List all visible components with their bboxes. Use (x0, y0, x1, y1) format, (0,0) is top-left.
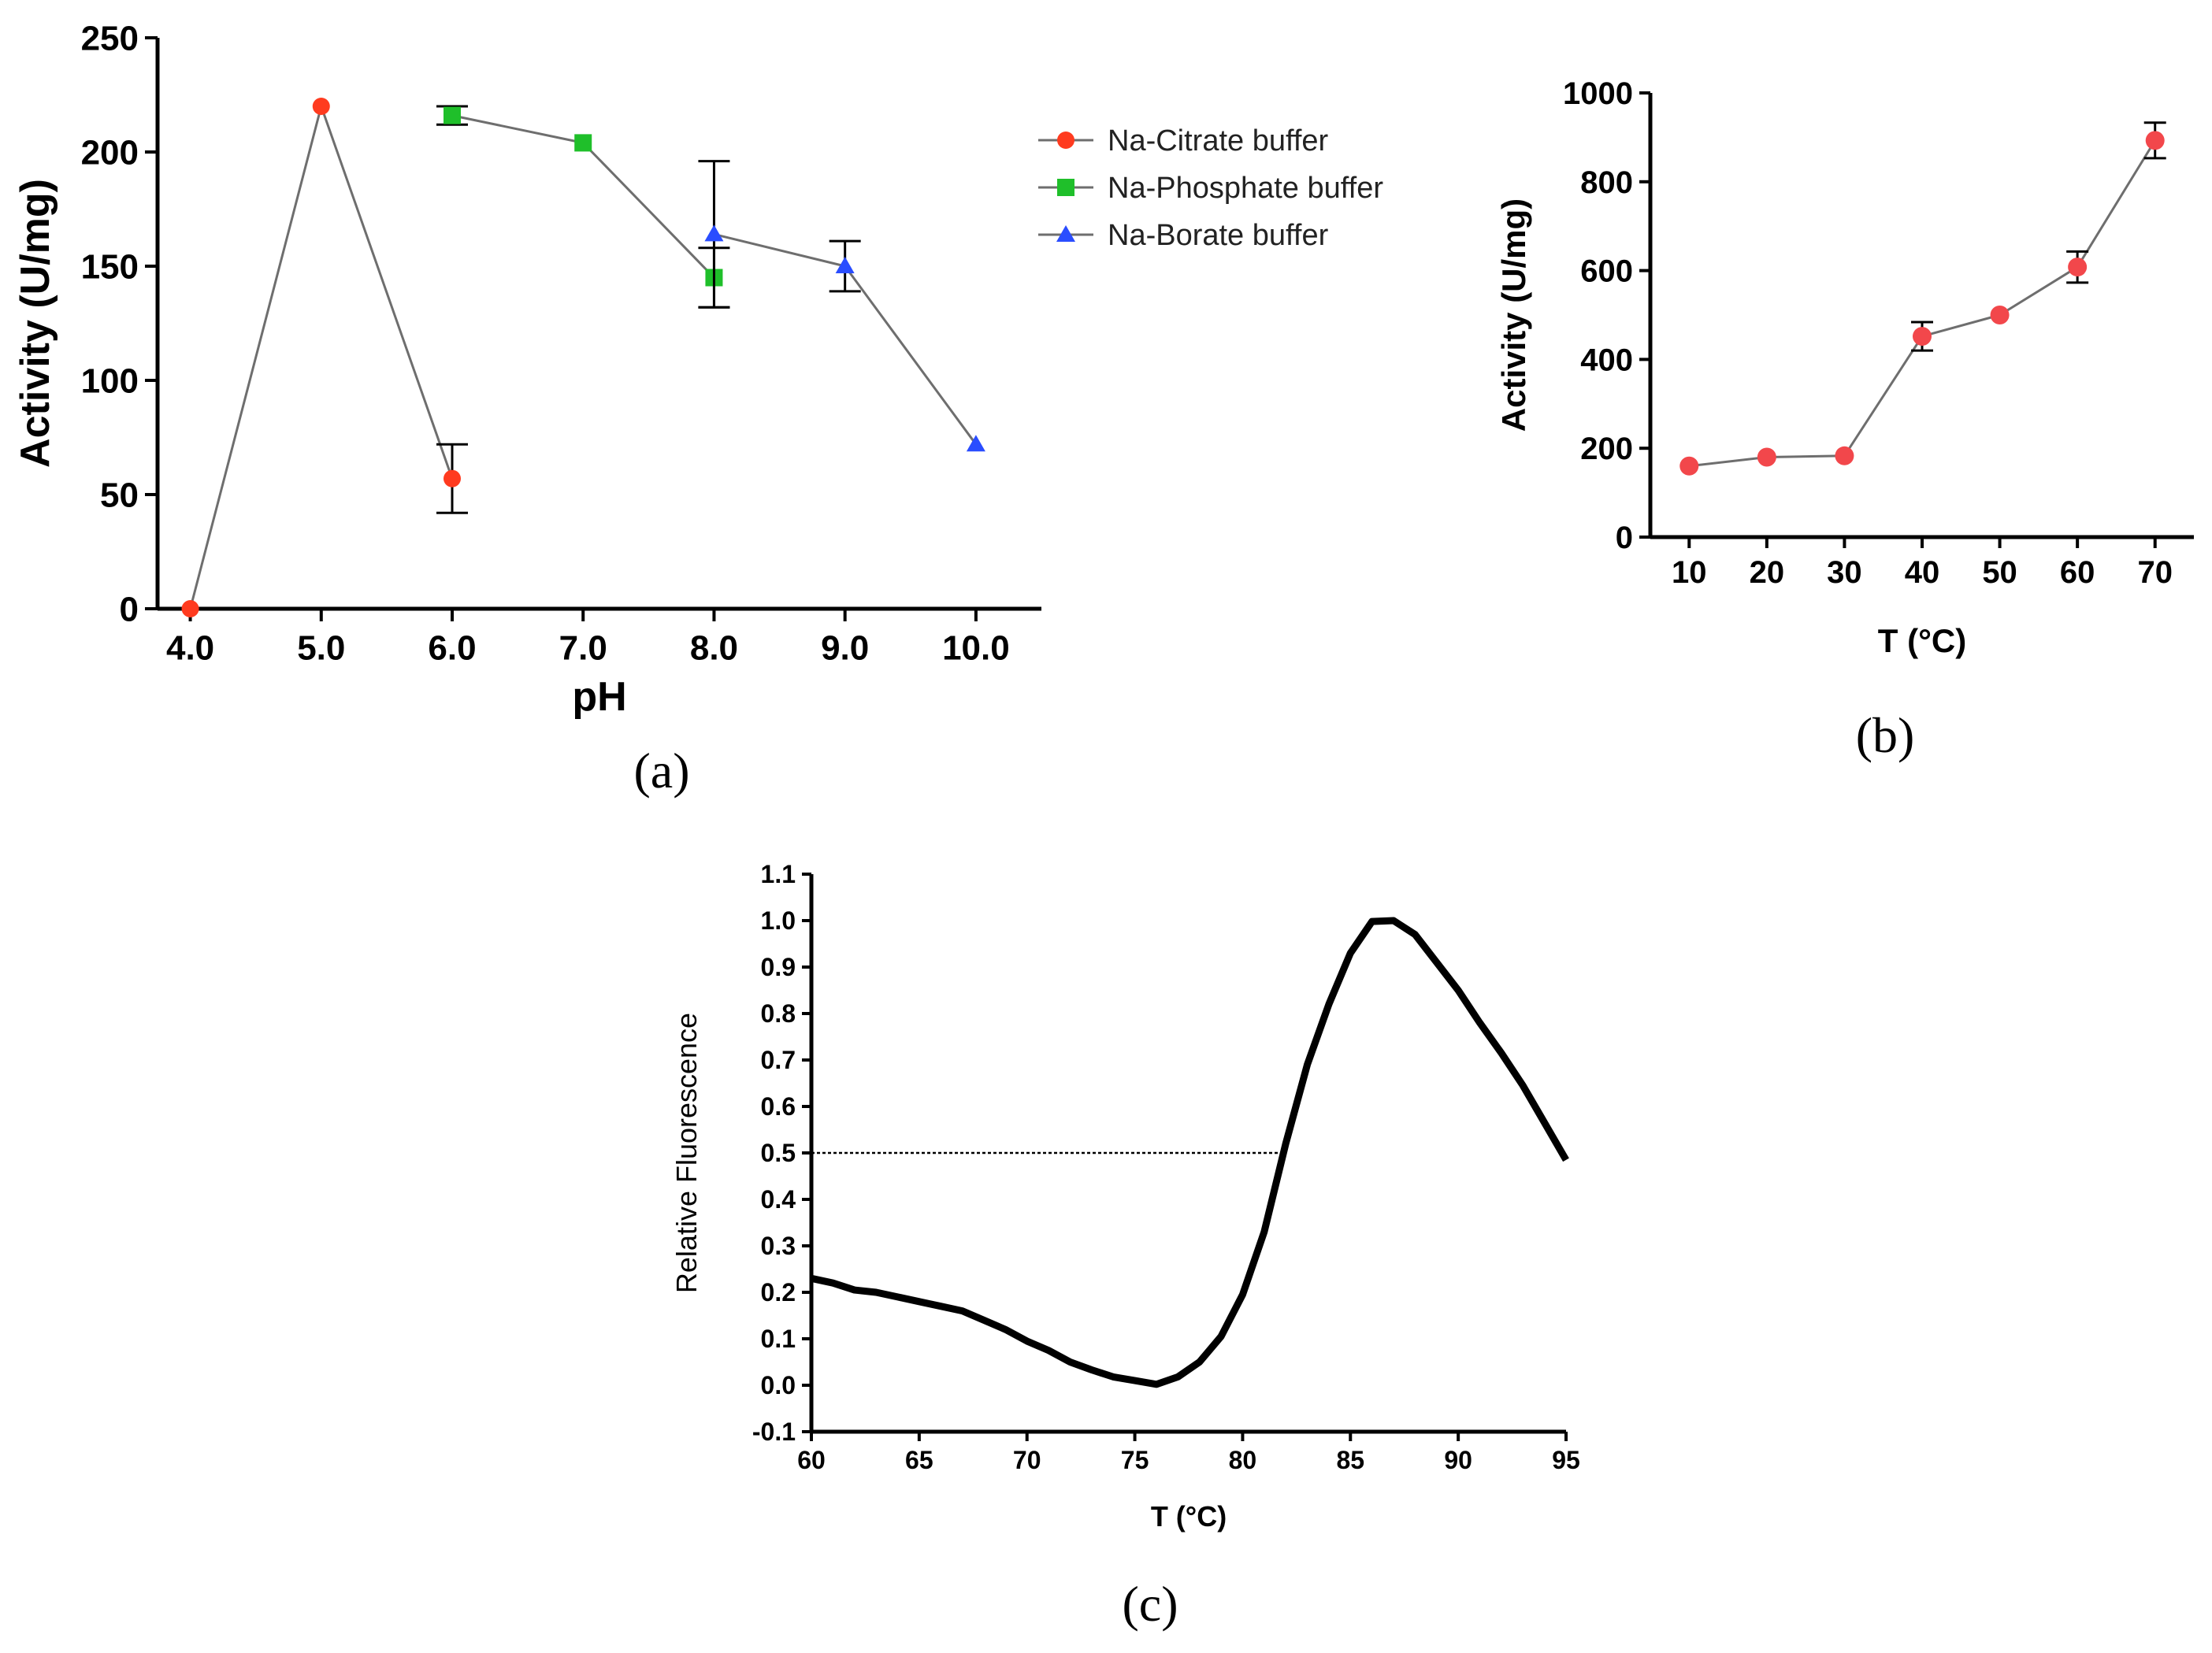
y-tick-label: -0.1 (752, 1418, 796, 1446)
x-tick-label: 9.0 (821, 628, 869, 667)
x-tick-label: 7.0 (559, 628, 607, 667)
x-tick-label: 60 (797, 1446, 826, 1474)
legend-marker (1057, 132, 1074, 149)
y-tick-label: 50 (100, 476, 139, 514)
x-tick-label: 4.0 (166, 628, 214, 667)
series-line (189, 105, 454, 610)
data-point (2068, 258, 2088, 277)
y-tick-label: 150 (81, 247, 139, 286)
y-tick-label: 0.2 (761, 1278, 796, 1306)
y-axis-title: Activity (U/mg) (1495, 198, 1532, 432)
series-na-borate-buffer (698, 160, 985, 452)
legend-marker (1057, 179, 1074, 196)
data-point (181, 600, 199, 617)
legend-label: Na-Phosphate buffer (1108, 172, 1383, 205)
panel-a-activity-vs-ph: 0 50 100 150 200 250 4.0 5.0 6.0 7.0 8.0 9.0 10.0 pH A… (13, 19, 1383, 799)
x-axis-title: pH (572, 674, 626, 720)
y-tick-label: 0.7 (761, 1046, 796, 1074)
series-melt-curve (811, 917, 1569, 1388)
x-tick-label: 85 (1336, 1446, 1364, 1474)
legend-item: Na-Borate buffer (1038, 219, 1329, 252)
y-tick-label: 0 (120, 590, 139, 628)
data-point (1679, 456, 1699, 476)
data-point (444, 106, 461, 124)
x-tick-label: 30 (1827, 555, 1862, 590)
y-tick-label: 0 (1616, 521, 1633, 555)
y-tick-label: 250 (81, 19, 139, 57)
y-tick-label: 200 (1580, 432, 1633, 466)
x-tick-label: 70 (1013, 1446, 1041, 1474)
y-tick-label: 0.0 (761, 1371, 796, 1399)
series-activity (1679, 121, 2166, 476)
legend-label: Na-Citrate buffer (1108, 124, 1329, 158)
series-na-citrate-buffer (181, 98, 468, 617)
y-tick-label: 200 (81, 133, 139, 172)
data-point (1757, 447, 1776, 467)
y-tick-label: 100 (81, 361, 139, 400)
x-tick-label: 80 (1229, 1446, 1257, 1474)
y-tick-label: 0.1 (761, 1325, 796, 1353)
panel-label: (c) (1122, 1576, 1178, 1632)
x-tick-label: 70 (2137, 555, 2173, 590)
legend-marker (1056, 225, 1075, 242)
y-tick-label: 400 (1580, 343, 1633, 377)
data-point (704, 224, 724, 242)
data-point (574, 134, 592, 152)
data-point (444, 469, 461, 487)
x-tick-label: 40 (1905, 555, 1940, 590)
data-point (312, 98, 330, 115)
data-point (1835, 446, 1854, 465)
y-tick-label: 800 (1580, 165, 1633, 200)
y-tick-label: 1.1 (761, 860, 796, 888)
y-tick-label: 0.8 (761, 999, 796, 1028)
series-line (1689, 139, 2156, 468)
y-tick-label: 600 (1580, 254, 1633, 289)
x-tick-label: 8.0 (690, 628, 738, 667)
legend-item: Na-Citrate buffer (1038, 124, 1329, 158)
x-tick-label: 10.0 (942, 628, 1010, 667)
panel-b-activity-vs-temperature: 0 200 400 600 800 1000 10 20 30 40 50 60 70 T (°C) Act… (1495, 76, 2194, 763)
legend-item: Na-Phosphate buffer (1038, 172, 1383, 205)
data-point (1990, 306, 2010, 324)
y-tick-label: 1.0 (761, 906, 796, 935)
panel-c-melt-curve: -0.1 0.0 0.1 0.2 0.3 0.4 0.5 0.6 0.7 0.8 0.9 1.0 1.1… (670, 860, 1580, 1632)
y-tick-label: 0.4 (761, 1185, 796, 1214)
panel-label: (b) (1856, 707, 1915, 763)
x-axis-title: T (°C) (1151, 1500, 1227, 1533)
x-tick-label: 75 (1121, 1446, 1149, 1474)
y-tick-label: 0.5 (761, 1139, 796, 1167)
series-line (811, 917, 1569, 1388)
x-axis-title: T (°C) (1878, 622, 1966, 659)
legend: Na-Citrate buffer Na-Phosphate buffer Na-B… (1038, 124, 1383, 252)
data-point (835, 257, 855, 273)
x-tick-label: 6.0 (428, 628, 476, 667)
y-axis-title: Relative Fluorescence (670, 1013, 703, 1293)
x-tick-label: 90 (1444, 1446, 1472, 1474)
data-point (966, 435, 985, 452)
y-tick-label: 0.6 (761, 1092, 796, 1121)
y-tick-label: 1000 (1563, 76, 1633, 111)
x-tick-label: 20 (1750, 555, 1785, 590)
series-na-phosphate-buffer (436, 105, 730, 309)
data-point (2145, 131, 2165, 150)
x-tick-label: 5.0 (297, 628, 345, 667)
data-point (1913, 327, 1932, 347)
x-tick-label: 50 (1982, 555, 2017, 590)
y-tick-label: 0.3 (761, 1232, 796, 1260)
y-tick-label: 0.9 (761, 953, 796, 981)
y-axis-title: Activity (U/mg) (13, 179, 58, 468)
x-tick-label: 60 (2060, 555, 2095, 590)
legend-label: Na-Borate buffer (1108, 219, 1329, 252)
x-tick-label: 10 (1672, 555, 1707, 590)
panel-label: (a) (633, 743, 689, 799)
x-tick-label: 65 (905, 1446, 933, 1474)
x-tick-label: 95 (1552, 1446, 1580, 1474)
